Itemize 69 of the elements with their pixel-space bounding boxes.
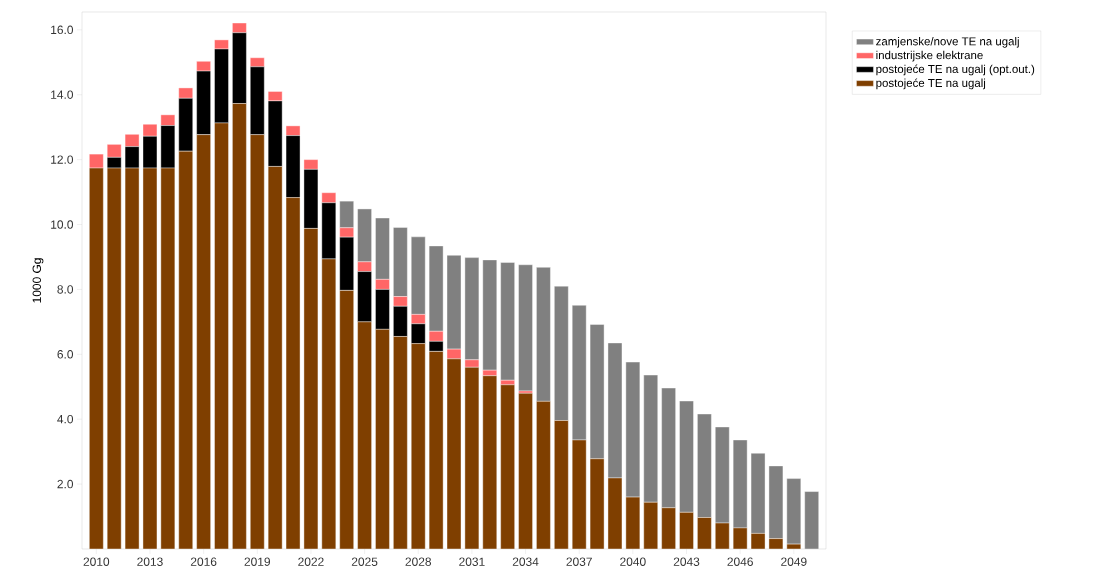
bar [554, 285, 569, 421]
bar [697, 413, 712, 518]
y-tick-label: 10.0 [51, 220, 74, 229]
x-tick-label: 2049 [781, 557, 807, 566]
bar [411, 236, 426, 315]
x-tick-label: 2025 [351, 557, 378, 566]
legend-label: postojeće TE na ugalj [876, 78, 986, 90]
bar [267, 166, 283, 549]
bar [572, 305, 587, 441]
legend-label: industrijske elektrane [876, 50, 983, 62]
bar [375, 217, 390, 280]
bar [661, 507, 676, 549]
bar [214, 122, 229, 549]
x-tick-label: 2010 [83, 557, 110, 566]
bar [411, 343, 426, 549]
bar [518, 264, 533, 392]
legend-label: postojeće TE na ugalj (opt.out.) [876, 64, 1035, 76]
bar [250, 134, 265, 549]
y-tick-label: 12.0 [51, 155, 74, 164]
x-tick-label: 2028 [405, 557, 432, 566]
bar [232, 103, 247, 549]
x-tick-label: 2046 [727, 557, 753, 566]
bar [482, 259, 497, 371]
bar [357, 321, 372, 549]
bar [661, 387, 676, 508]
bar [715, 426, 730, 524]
bar [357, 208, 372, 263]
bar [339, 290, 354, 549]
x-tick-label: 2016 [190, 557, 217, 566]
y-tick-label: 16.0 [51, 25, 74, 35]
y-axis-title: 1000 Gg [32, 258, 44, 303]
bar [643, 374, 658, 503]
bar [393, 336, 408, 549]
y-tick-label: 2.0 [57, 479, 74, 489]
bar [786, 478, 802, 545]
bar [375, 329, 390, 549]
bar [482, 375, 497, 549]
legend-label: zamjenske/nove TE na ugalj [876, 36, 1019, 48]
bar [572, 439, 587, 549]
bar [107, 167, 122, 549]
bar [446, 348, 462, 360]
bar [536, 267, 551, 402]
bar [178, 150, 193, 549]
y-tick-label: 4.0 [57, 414, 74, 424]
bar [464, 359, 480, 368]
bar [804, 491, 819, 549]
bar [500, 262, 515, 381]
x-tick-label: 2031 [459, 557, 485, 566]
x-tick-label: 2043 [673, 557, 700, 566]
bar [518, 393, 533, 549]
bar [500, 384, 515, 549]
x-tick-label: 2022 [298, 557, 324, 566]
y-tick-label: 14.0 [51, 90, 74, 99]
bar [321, 258, 337, 549]
bar [732, 439, 748, 529]
bar [518, 390, 533, 394]
x-tick-label: 2034 [512, 557, 539, 566]
bar [89, 168, 104, 549]
x-tick-label: 2037 [566, 557, 592, 566]
bar [393, 227, 408, 297]
y-tick-label: 8.0 [57, 285, 74, 294]
x-tick-label: 2019 [244, 557, 270, 566]
bar [679, 400, 694, 513]
x-tick-label: 2013 [137, 557, 163, 566]
x-tick-label: 2040 [620, 557, 646, 566]
bar [196, 134, 211, 549]
y-tick-label: 6.0 [57, 350, 74, 359]
bar [554, 420, 569, 549]
bar [536, 401, 551, 549]
